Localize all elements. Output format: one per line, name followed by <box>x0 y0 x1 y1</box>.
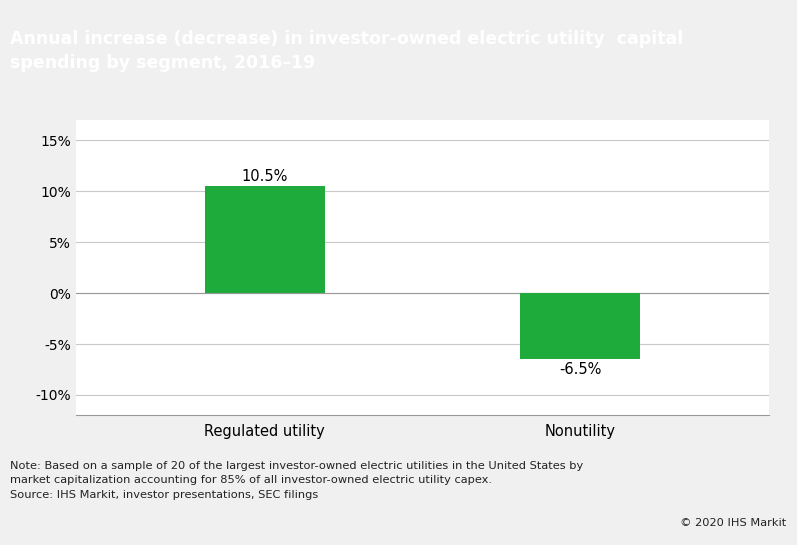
Text: Note: Based on a sample of 20 of the largest investor-owned electric utilities i: Note: Based on a sample of 20 of the lar… <box>10 461 583 500</box>
Text: Annual increase (decrease) in investor-owned electric utility  capital
spending : Annual increase (decrease) in investor-o… <box>10 30 684 72</box>
Bar <box>520 293 640 359</box>
Bar <box>205 186 324 293</box>
Text: -6.5%: -6.5% <box>559 362 601 377</box>
Text: © 2020 IHS Markit: © 2020 IHS Markit <box>681 518 787 528</box>
Text: 10.5%: 10.5% <box>241 168 288 184</box>
